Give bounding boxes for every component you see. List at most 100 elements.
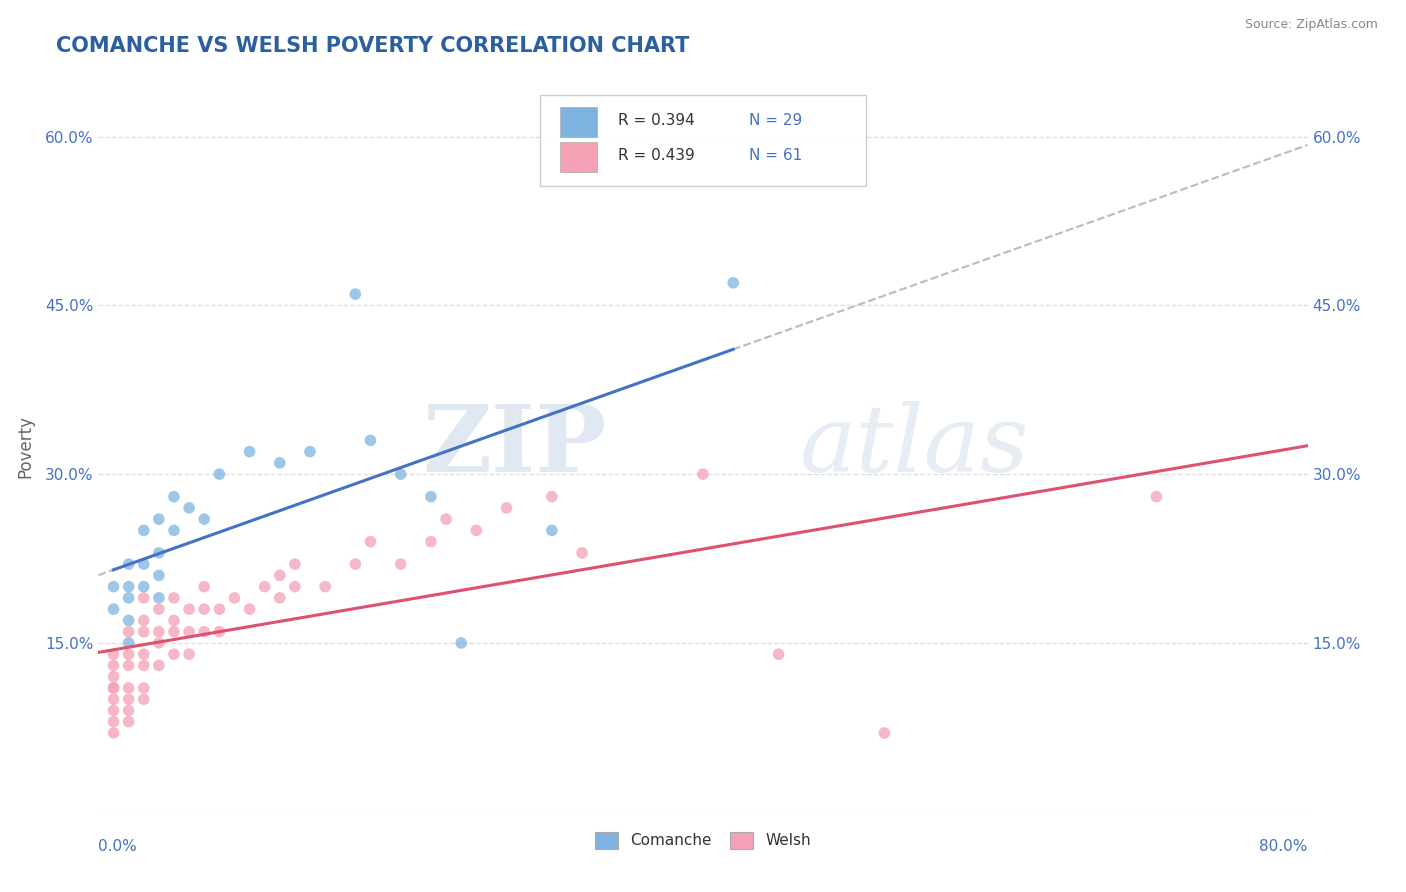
Point: [118, 681, 141, 695]
Point: [284, 580, 307, 594]
Y-axis label: Poverty: Poverty: [15, 415, 34, 477]
Point: [103, 681, 125, 695]
Point: [103, 602, 125, 616]
Point: [132, 692, 155, 706]
Point: [148, 546, 170, 560]
Point: [1144, 490, 1167, 504]
Point: [148, 568, 170, 582]
Point: [132, 658, 155, 673]
Point: [118, 636, 141, 650]
Point: [269, 456, 291, 470]
Point: [148, 512, 170, 526]
Point: [540, 490, 562, 504]
Point: [163, 624, 186, 639]
Point: [360, 534, 382, 549]
Point: [179, 500, 201, 515]
Point: [540, 524, 562, 538]
Point: [163, 490, 186, 504]
Point: [299, 444, 322, 458]
Point: [148, 658, 170, 673]
Point: [132, 681, 155, 695]
Text: COMANCHE VS WELSH POVERTY CORRELATION CHART: COMANCHE VS WELSH POVERTY CORRELATION CH…: [56, 36, 689, 55]
Point: [148, 636, 170, 650]
Point: [193, 580, 215, 594]
Point: [163, 591, 186, 605]
Point: [118, 703, 141, 717]
Point: [269, 568, 291, 582]
Text: N = 29: N = 29: [749, 113, 803, 128]
Point: [420, 534, 443, 549]
Point: [118, 692, 141, 706]
Point: [132, 624, 155, 639]
Point: [768, 647, 790, 661]
Text: R = 0.439: R = 0.439: [619, 148, 695, 163]
Point: [163, 614, 186, 628]
Point: [103, 580, 125, 594]
Point: [208, 602, 231, 616]
Point: [269, 591, 291, 605]
Text: 80.0%: 80.0%: [1260, 838, 1308, 854]
Point: [208, 624, 231, 639]
Point: [103, 714, 125, 729]
Point: [132, 647, 155, 661]
Point: [118, 624, 141, 639]
Point: [193, 602, 215, 616]
Point: [434, 512, 457, 526]
Point: [208, 467, 231, 482]
Point: [103, 670, 125, 684]
Point: [692, 467, 714, 482]
Point: [118, 714, 141, 729]
Point: [389, 467, 412, 482]
Point: [132, 557, 155, 571]
Point: [148, 602, 170, 616]
Point: [163, 647, 186, 661]
Point: [103, 647, 125, 661]
Point: [224, 591, 246, 605]
Point: [571, 546, 593, 560]
Point: [344, 287, 367, 301]
Text: R = 0.394: R = 0.394: [619, 113, 695, 128]
Point: [103, 658, 125, 673]
Point: [132, 614, 155, 628]
Point: [103, 726, 125, 740]
Point: [723, 276, 745, 290]
Point: [148, 624, 170, 639]
Point: [873, 726, 896, 740]
Point: [495, 500, 517, 515]
Point: [239, 602, 262, 616]
Point: [132, 591, 155, 605]
Text: Source: ZipAtlas.com: Source: ZipAtlas.com: [1244, 18, 1378, 31]
Point: [148, 591, 170, 605]
Point: [179, 624, 201, 639]
Point: [465, 524, 488, 538]
Point: [103, 703, 125, 717]
Point: [118, 658, 141, 673]
Point: [118, 557, 141, 571]
Point: [163, 524, 186, 538]
Point: [450, 636, 472, 650]
Point: [118, 647, 141, 661]
Point: [118, 591, 141, 605]
Point: [239, 444, 262, 458]
Point: [179, 647, 201, 661]
Text: N = 61: N = 61: [749, 148, 803, 163]
FancyBboxPatch shape: [561, 107, 596, 136]
Point: [284, 557, 307, 571]
Point: [389, 557, 412, 571]
Point: [118, 580, 141, 594]
Point: [118, 614, 141, 628]
Point: [179, 602, 201, 616]
Point: [360, 434, 382, 448]
Point: [132, 524, 155, 538]
Point: [344, 557, 367, 571]
Point: [420, 490, 443, 504]
Point: [132, 580, 155, 594]
Text: ZIP: ZIP: [422, 401, 606, 491]
Text: atlas: atlas: [800, 401, 1029, 491]
Point: [103, 681, 125, 695]
Point: [193, 512, 215, 526]
FancyBboxPatch shape: [540, 95, 866, 186]
FancyBboxPatch shape: [561, 143, 596, 171]
Point: [253, 580, 276, 594]
Text: 0.0%: 0.0%: [98, 838, 138, 854]
